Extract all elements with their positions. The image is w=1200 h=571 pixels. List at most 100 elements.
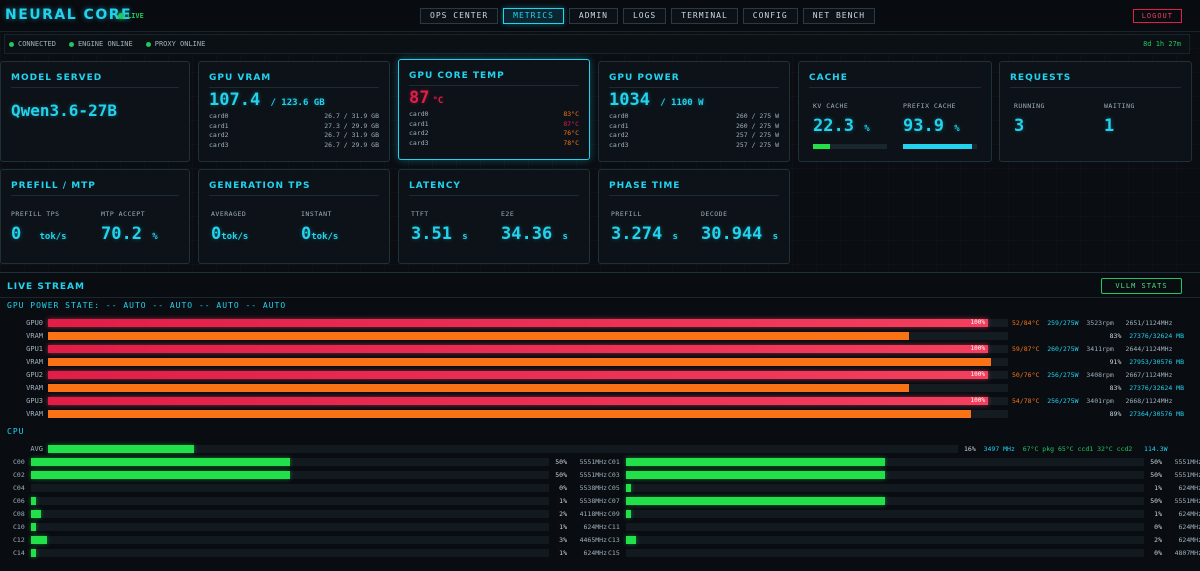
status-engine: ENGINE ONLINE	[68, 40, 133, 48]
vram-label: VRAM	[26, 332, 43, 340]
top-bar: NEURAL CORE LIVE OPS CENTER METRICS ADMI…	[0, 0, 1200, 32]
tab-terminal[interactable]: TERMINAL	[671, 8, 738, 24]
core-pct: 1%	[1154, 484, 1162, 492]
card-title: GPU POWER	[609, 73, 680, 83]
core-fill	[626, 484, 632, 492]
card-title: PREFILL / MTP	[11, 181, 96, 191]
model-card: MODEL SERVED Qwen3.6-27B	[0, 61, 190, 162]
cpu-core-row: C15 0% 4807MHz	[608, 548, 1200, 559]
gpu-vram-bar	[48, 384, 1008, 392]
core-pct: 50%	[555, 458, 567, 466]
gpu-vram-fill	[48, 332, 909, 340]
core-bar	[31, 523, 549, 531]
core-bar	[31, 510, 549, 518]
live-stream-panel: LIVE STREAM VLLM STATS GPU POWER STATE: …	[0, 272, 1200, 571]
main-nav: OPS CENTER METRICS ADMIN LOGS TERMINAL C…	[420, 8, 876, 24]
gpu-power-state: GPU POWER STATE: -- AUTO -- AUTO -- AUTO…	[7, 301, 287, 310]
mtp-accept-label: MTP ACCEPT	[101, 210, 146, 218]
ttft-value: 3.51 s	[411, 224, 468, 244]
gpu-util-fill: 100%	[48, 371, 988, 379]
cpu-core-row: C08 2% 4118MHz	[13, 509, 607, 520]
temp-rows: card0 83°C card1 87°C card2 76°C card3 78°C	[409, 110, 579, 148]
tab-logs[interactable]: LOGS	[622, 8, 667, 24]
gpu-util-row: GPU3 100% 54/78°C 256/275W 3401rpm 2668/11…	[0, 395, 1200, 407]
cpu-avg-fill	[48, 445, 194, 453]
gpu-util-bar: 100%	[48, 345, 1008, 353]
tab-net-bench[interactable]: NET BENCH	[802, 8, 876, 24]
cpu-core-row: C14 1% 624MHz	[13, 548, 607, 559]
core-pct: 1%	[1154, 510, 1162, 518]
waiting-label: WAITING	[1104, 102, 1135, 110]
gpu-util-fill: 100%	[48, 319, 988, 327]
status-label: CONNECTED	[18, 40, 56, 48]
card-title: GPU VRAM	[209, 73, 272, 83]
list-item: card1 260 / 275 W	[609, 121, 779, 130]
instant-label: INSTANT	[301, 210, 332, 218]
power-value: 1034 / 1100 W	[609, 90, 704, 110]
cache-card: CACHE KV CACHE 22.3 % PREFIX CACHE 93.9 …	[798, 61, 992, 162]
gpu-util-fill: 100%	[48, 397, 988, 405]
gen-tps-card: GENERATION TPS AVERAGED 0tok/s INSTANT 0…	[198, 169, 390, 264]
kv-cache-value: 22.3 %	[813, 116, 870, 136]
prefix-cache-value: 93.9 %	[903, 116, 960, 136]
core-label: C05	[608, 484, 620, 492]
logout-button[interactable]: LOGOUT	[1132, 9, 1182, 23]
vllm-stats-button[interactable]: VLLM STATS	[1101, 278, 1182, 294]
cpu-core-row: C05 1% 624MHz	[608, 483, 1200, 494]
gpu-stats: 52/84°C 259/275W 3523rpm 2651/1124MHz	[1012, 319, 1173, 327]
core-label: C14	[13, 549, 25, 557]
kv-cache-bar	[813, 144, 887, 149]
core-label: C02	[13, 471, 25, 479]
prefill-tps-label: PREFILL TPS	[11, 210, 60, 218]
tab-ops-center[interactable]: OPS CENTER	[420, 8, 499, 24]
core-mhz: 624MHz	[1178, 510, 1200, 518]
vram-total: / 123.6 GB	[270, 98, 325, 108]
core-label: C00	[13, 458, 25, 466]
core-fill	[31, 497, 37, 505]
list-item: card2 76°C	[409, 129, 579, 137]
core-pct: 50%	[1150, 497, 1162, 505]
core-label: C15	[608, 549, 620, 557]
gpu-util-bar: 100%	[48, 397, 1008, 405]
list-item: card3 26.7 / 29.9 GB	[209, 140, 379, 149]
gpu-util-bar: 100%	[48, 371, 1008, 379]
core-mhz: 624MHz	[1178, 484, 1200, 492]
waiting-value: 1	[1104, 116, 1115, 136]
model-name: Qwen3.6-27B	[11, 101, 117, 120]
core-mhz: 624MHz	[583, 523, 607, 531]
gpu-util-row: GPU1 100% 59/87°C 260/275W 3411rpm 2644/11…	[0, 343, 1200, 355]
core-pct: 0%	[1154, 549, 1162, 557]
core-fill	[31, 510, 42, 518]
gpu-label: GPU3	[26, 397, 43, 405]
gpu-vram-row: VRAM 83% 27376/32624 MB	[0, 330, 1200, 342]
status-label: ENGINE ONLINE	[77, 40, 133, 48]
power-card: GPU POWER 1034 / 1100 W card0 260 / 275 W…	[598, 61, 790, 162]
gpu-label: GPU0	[26, 319, 43, 327]
averaged-label: AVERAGED	[211, 210, 247, 218]
core-fill	[31, 549, 37, 557]
live-stream-title: LIVE STREAM	[7, 282, 85, 292]
core-pct: 2%	[559, 510, 567, 518]
vram-used: 107.4 / 123.6 GB	[209, 90, 325, 110]
gpu-vram-stats: 89% 27364/30576 MB	[1109, 410, 1184, 418]
temp-value: 87 °C	[409, 88, 443, 108]
power-value-number: 1034	[609, 90, 650, 110]
prefix-cache-bar	[903, 144, 977, 149]
tab-admin[interactable]: ADMIN	[568, 8, 618, 24]
gpu-vram-stats: 83% 27376/32624 MB	[1109, 384, 1184, 392]
list-item: card0 260 / 275 W	[609, 112, 779, 120]
vram-card: GPU VRAM 107.4 / 123.6 GB card0 26.7 / 31…	[198, 61, 390, 162]
gpu-util-row: GPU0 100% 52/84°C 259/275W 3523rpm 2651/11…	[0, 317, 1200, 329]
gpu-label: GPU2	[26, 371, 43, 379]
status-dot-icon	[68, 41, 74, 47]
tab-metrics[interactable]: METRICS	[503, 8, 564, 24]
cpu-core-row: C13 2% 624MHz	[608, 535, 1200, 546]
phase-decode-value: 30.944 s	[701, 224, 779, 244]
gpu-vram-bar	[48, 358, 1008, 366]
status-connected: CONNECTED	[9, 40, 56, 48]
tab-config[interactable]: CONFIG	[742, 8, 798, 24]
core-label: C09	[608, 510, 620, 518]
gpu-label: GPU1	[26, 345, 43, 353]
list-item: card3 78°C	[409, 138, 579, 147]
gpu-vram-fill	[48, 410, 971, 418]
